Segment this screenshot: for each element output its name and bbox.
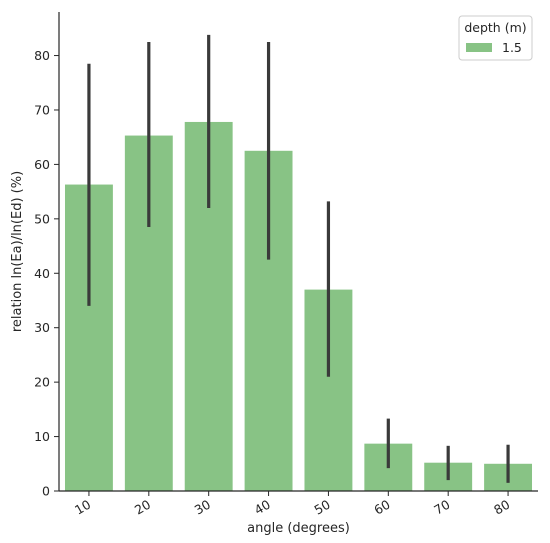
y-tick-label: 0 bbox=[42, 484, 50, 499]
x-tick-label: 70 bbox=[431, 497, 452, 518]
y-tick-label: 40 bbox=[34, 266, 50, 281]
y-tick-label: 50 bbox=[34, 211, 50, 226]
y-tick-label: 80 bbox=[34, 48, 50, 63]
legend: depth (m) 1.5 bbox=[458, 15, 533, 61]
bars-group bbox=[64, 121, 533, 491]
y-tick-label: 60 bbox=[34, 157, 50, 172]
legend-title: depth (m) bbox=[464, 20, 526, 35]
x-tick-label: 10 bbox=[72, 497, 93, 518]
x-axis-label: angle (degrees) bbox=[247, 521, 350, 536]
x-tick-label: 40 bbox=[252, 497, 273, 518]
legend-swatch bbox=[466, 43, 492, 52]
y-axis-label: relation ln(Ea)/ln(Ed) (%) bbox=[10, 171, 25, 332]
y-axis-ticks: 0 10 20 30 40 50 60 70 80 bbox=[34, 48, 59, 499]
x-tick-label: 60 bbox=[371, 497, 392, 518]
x-tick-label: 30 bbox=[192, 497, 213, 518]
error-bars-group bbox=[87, 34, 510, 483]
y-tick-label: 20 bbox=[34, 375, 50, 390]
y-tick-label: 70 bbox=[34, 102, 50, 117]
legend-entry-label: 1.5 bbox=[502, 40, 522, 55]
x-tick-label: 80 bbox=[491, 497, 512, 518]
x-axis-ticks: 10 20 30 40 50 60 70 80 bbox=[72, 491, 512, 518]
x-tick-label: 50 bbox=[312, 497, 333, 518]
y-tick-label: 10 bbox=[34, 429, 50, 444]
y-tick-label: 30 bbox=[34, 320, 50, 335]
x-tick-label: 20 bbox=[132, 497, 153, 518]
